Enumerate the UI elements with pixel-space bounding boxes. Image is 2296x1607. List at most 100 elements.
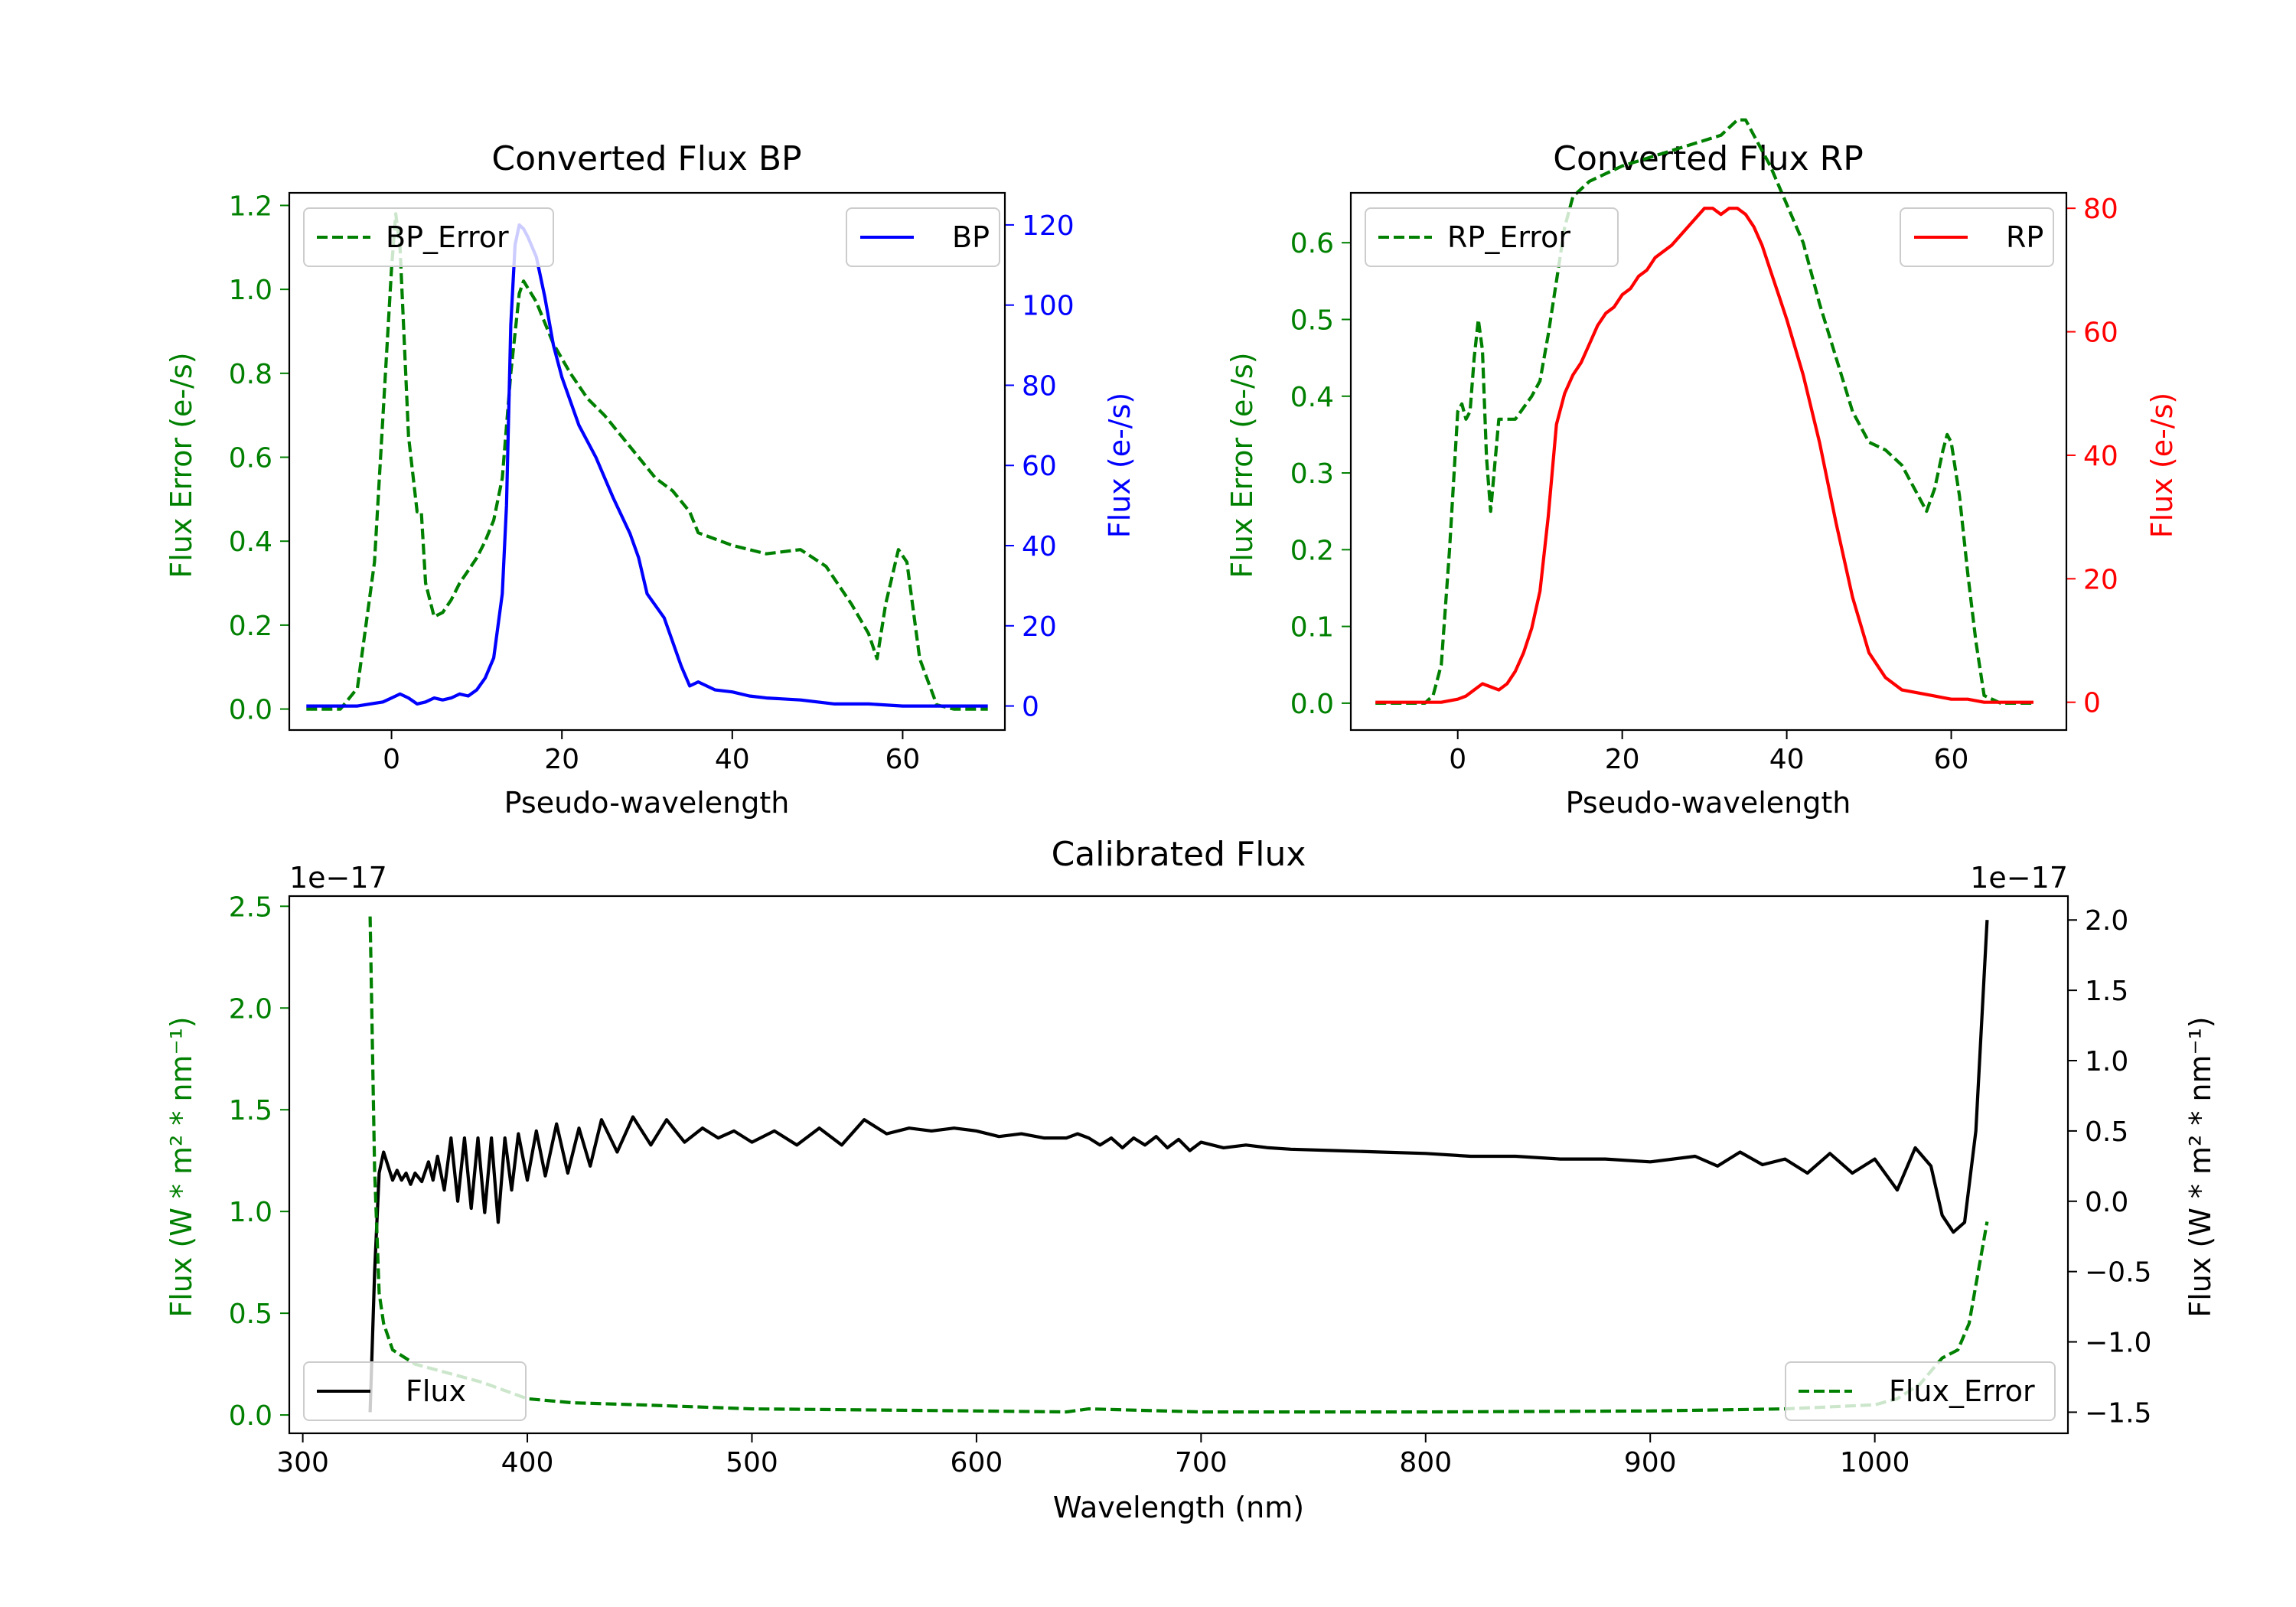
bp-right-tick-label: 100 [1022,291,1075,322]
bp-left-tick-label: 0.0 [229,695,272,726]
bp-left-ticks: 0.0 0.2 0.4 0.6 0.8 1.0 1.2 [229,191,289,726]
bp-left-tick-label: 0.8 [229,359,272,390]
bp-legend-flux-label: BP [952,220,990,254]
bp-x-tick-label: 0 [383,744,400,775]
bp-legend-error: BP_Error [303,207,554,267]
rp-right-tick-label: 20 [2083,564,2118,595]
rp-line-rp [1375,207,2033,704]
calibrated-legend-error-box [1785,1361,2056,1421]
calibrated-panel: Calibrated Flux Wavelength (nm) Flux (W … [165,835,2217,1524]
rp-left-ticks: 0.0 0.1 0.2 0.3 0.4 0.5 0.6 [1290,228,1351,720]
calibrated-legend-error: Flux_Error [1785,1361,2056,1421]
calibrated-right-tick-label: 0.5 [2085,1116,2128,1148]
rp-left-tick-label: 0.0 [1290,689,1334,720]
rp-legend-flux-label: RP [2006,220,2043,254]
calibrated-left-tick-label: 1.5 [229,1095,272,1126]
calibrated-left-offset: 1e−17 [289,861,387,895]
bp-x-ticks: 0 20 40 60 [383,730,920,775]
rp-right-ticks: 0 20 40 60 80 [2066,194,2118,719]
rp-x-label: Pseudo-wavelength [1566,786,1851,820]
bp-right-tick-label: 20 [1022,611,1057,643]
rp-legend-flux: RP [1900,207,2054,267]
calibrated-title: Calibrated Flux [1052,835,1306,874]
calibrated-right-tick-label: 1.0 [2085,1046,2128,1077]
rp-left-tick-label: 0.4 [1290,382,1334,413]
bp-line-bp-error [306,212,988,711]
rp-left-y-label: Flux Error (e-/s) [1225,352,1259,578]
calibrated-left-tick-label: 2.5 [229,892,272,923]
bp-left-tick-label: 0.2 [229,611,272,642]
calibrated-legend-flux: Flux [303,1361,527,1421]
calibrated-left-y-label: Flux (W * m² * nm⁻¹) [165,1016,198,1317]
calibrated-x-ticks: 300 400 500 600 700 800 900 1000 [276,1433,1910,1478]
rp-line-rp-error [1375,118,2033,706]
calibrated-left-tick-label: 2.0 [229,993,272,1025]
calibrated-x-tick-label: 700 [1175,1447,1228,1478]
bp-series [306,212,988,711]
bp-x-tick-label: 40 [715,744,750,775]
rp-series [1375,118,2033,706]
bp-left-tick-label: 0.4 [229,526,272,558]
bp-legend-flux-box [846,207,1000,267]
bp-x-label: Pseudo-wavelength [504,786,790,820]
calibrated-right-tick-label: −1.5 [2085,1397,2151,1429]
bp-left-tick-label: 1.2 [229,191,272,222]
bp-right-tick-label: 40 [1022,531,1057,562]
bp-right-tick-label: 120 [1022,210,1075,242]
bp-x-tick-label: 20 [544,744,579,775]
bp-legend-flux: BP [846,207,1000,267]
rp-x-tick-label: 0 [1449,744,1466,775]
rp-title: Converted Flux RP [1553,139,1864,178]
rp-x-tick-label: 60 [1934,744,1969,775]
calibrated-x-tick-label: 500 [726,1447,778,1478]
bp-plot-frame [288,191,1006,732]
bp-right-tick-label: 60 [1022,451,1057,482]
calibrated-legend-flux-label: Flux [406,1374,466,1408]
rp-x-ticks: 0 20 40 60 [1449,730,1968,775]
bp-right-tick-label: 80 [1022,370,1057,402]
calibrated-left-tick-label: 0.5 [229,1299,272,1330]
bp-right-ticks: 0 20 40 60 80 100 120 [1005,210,1075,723]
calibrated-legend-flux-box [303,1361,527,1421]
rp-left-tick-label: 0.5 [1290,305,1334,336]
calibrated-right-y-label: Flux (W * m² * nm⁻¹) [2183,1016,2217,1317]
calibrated-x-tick-label: 900 [1624,1447,1677,1478]
bp-left-tick-label: 1.0 [229,275,272,306]
rp-left-tick-label: 0.2 [1290,535,1334,566]
rp-x-tick-label: 40 [1769,744,1805,775]
bp-left-y-label: Flux Error (e-/s) [165,352,198,578]
calibrated-x-tick-label: 600 [951,1447,1003,1478]
rp-left-tick-label: 0.1 [1290,612,1334,644]
calibrated-x-tick-label: 400 [501,1447,554,1478]
rp-legend-error: RP_Error [1365,207,1619,267]
calibrated-right-tick-label: −1.0 [2085,1328,2151,1359]
calibrated-x-tick-label: 1000 [1840,1447,1910,1478]
bp-legend-error-label: BP_Error [386,220,509,254]
calibrated-x-tick-label: 800 [1399,1447,1452,1478]
bp-title: Converted Flux BP [491,139,801,178]
calibrated-left-tick-label: 0.0 [229,1400,272,1432]
rp-legend-flux-box [1900,207,2054,267]
calibrated-right-tick-label: 0.0 [2085,1187,2128,1218]
calibrated-plot-frame [288,895,2069,1435]
bp-right-tick-label: 0 [1022,692,1039,723]
bp-panel: Converted Flux BP Pseudo-wavelength Flux… [165,139,1137,820]
calibrated-legend-error-label: Flux_Error [1889,1374,2035,1408]
rp-left-tick-label: 0.3 [1290,458,1334,490]
calibrated-right-tick-label: 1.5 [2085,976,2128,1007]
rp-left-tick-label: 0.6 [1290,228,1334,259]
rp-legend-error-label: RP_Error [1447,220,1570,254]
calibrated-left-ticks: 0.0 0.5 1.0 1.5 2.0 2.5 [229,892,289,1432]
bp-left-tick-label: 0.6 [229,443,272,474]
rp-panel: Converted Flux RP Pseudo-wavelength Flux… [1225,118,2179,820]
calibrated-right-tick-label: −0.5 [2085,1257,2151,1289]
bp-line-bp [306,223,988,708]
rp-plot-frame [1349,191,2068,732]
bp-right-y-label: Flux (e-/s) [1103,393,1137,538]
calibrated-line-flux [368,920,1989,1413]
rp-right-y-label: Flux (e-/s) [2145,393,2179,538]
calibrated-right-ticks: −1.5 −1.0 −0.5 0.0 0.5 1.0 1.5 2.0 [2068,905,2151,1429]
calibrated-right-offset: 1e−17 [1970,861,2068,895]
